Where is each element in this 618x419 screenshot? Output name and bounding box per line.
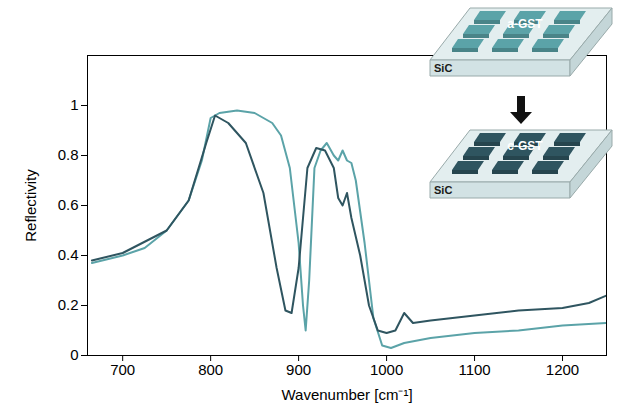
svg-text:SiC: SiC xyxy=(434,62,452,74)
svg-text:900: 900 xyxy=(286,361,311,378)
svg-text:0.6: 0.6 xyxy=(58,196,79,213)
svg-text:Reflectivity: Reflectivity xyxy=(22,169,39,242)
svg-text:0.2: 0.2 xyxy=(58,296,79,313)
svg-text:SiC: SiC xyxy=(434,184,452,196)
svg-text:0: 0 xyxy=(70,346,78,363)
svg-text:Wavenumber [cm⁻¹]: Wavenumber [cm⁻¹] xyxy=(281,386,412,403)
svg-text:1200: 1200 xyxy=(546,361,579,378)
svg-text:700: 700 xyxy=(110,361,135,378)
svg-text:1100: 1100 xyxy=(458,361,490,378)
svg-text:c-GST: c-GST xyxy=(507,139,543,153)
svg-text:0.8: 0.8 xyxy=(58,146,79,163)
svg-text:0.4: 0.4 xyxy=(58,246,79,263)
svg-text:1: 1 xyxy=(70,96,78,113)
svg-text:800: 800 xyxy=(198,361,223,378)
svg-text:a-GST: a-GST xyxy=(507,17,543,31)
svg-text:1000: 1000 xyxy=(370,361,403,378)
